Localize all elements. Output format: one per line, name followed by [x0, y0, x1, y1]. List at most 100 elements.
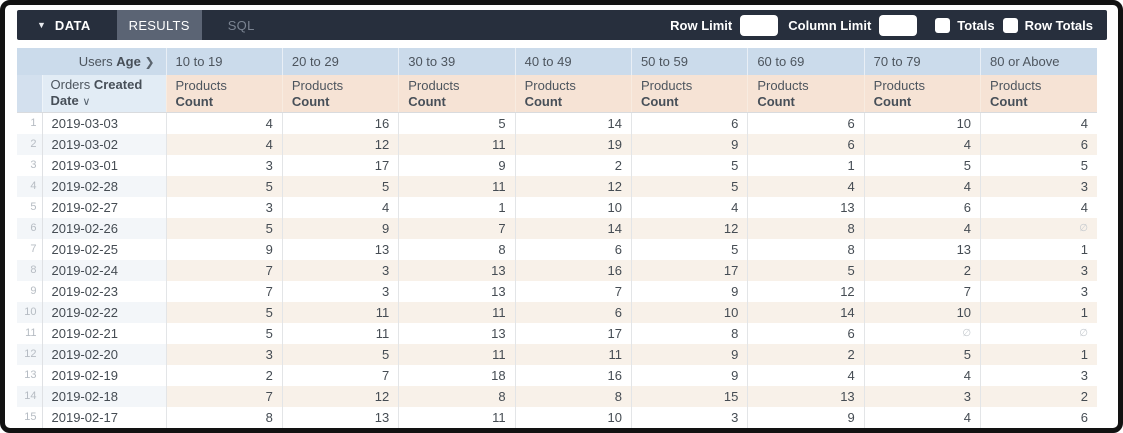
- tab-results[interactable]: RESULTS: [116, 10, 202, 40]
- measure-header[interactable]: Products Count: [514, 75, 632, 113]
- value-cell[interactable]: 9: [747, 406, 865, 428]
- value-cell[interactable]: 4: [980, 112, 1097, 134]
- date-cell[interactable]: 2019-02-26: [42, 217, 167, 239]
- value-cell[interactable]: 2: [165, 364, 283, 386]
- value-cell[interactable]: 4: [863, 217, 981, 239]
- date-cell[interactable]: 2019-02-22: [42, 301, 167, 323]
- value-cell[interactable]: 11: [281, 301, 399, 323]
- date-cell[interactable]: 2019-02-23: [51, 283, 119, 299]
- value-cell[interactable]: 7: [165, 385, 283, 407]
- value-cell[interactable]: 9: [165, 238, 283, 260]
- value-cell[interactable]: 3: [165, 196, 283, 218]
- value-cell[interactable]: 8: [398, 238, 516, 260]
- value-cell[interactable]: 7: [398, 217, 516, 239]
- value-cell[interactable]: 3: [980, 280, 1097, 302]
- value-cell[interactable]: 7: [863, 280, 981, 302]
- value-cell[interactable]: 4: [630, 196, 748, 218]
- value-cell[interactable]: 9: [281, 217, 399, 239]
- value-cell[interactable]: 3: [165, 343, 283, 365]
- value-cell[interactable]: 13: [747, 196, 865, 218]
- measure-header[interactable]: Products Count: [165, 75, 283, 113]
- value-cell[interactable]: 2: [863, 259, 981, 281]
- value-cell[interactable]: 13: [398, 280, 516, 302]
- value-cell[interactable]: 9: [630, 364, 748, 386]
- value-cell[interactable]: 13: [281, 238, 399, 260]
- value-cell[interactable]: 12: [281, 133, 399, 155]
- value-cell[interactable]: 3: [165, 154, 283, 176]
- value-cell[interactable]: 5: [863, 343, 981, 365]
- value-cell[interactable]: 8: [514, 385, 632, 407]
- date-cell[interactable]: 2019-03-03: [51, 115, 119, 131]
- value-cell[interactable]: 12: [514, 175, 632, 197]
- value-cell[interactable]: 5: [398, 112, 516, 134]
- totals-checkbox[interactable]: [935, 17, 951, 33]
- value-cell[interactable]: 16: [514, 259, 632, 281]
- date-cell[interactable]: 2019-02-25: [51, 241, 119, 257]
- value-cell[interactable]: 18: [398, 364, 516, 386]
- value-cell[interactable]: 4: [165, 133, 283, 155]
- value-cell[interactable]: 10: [514, 196, 632, 218]
- value-cell[interactable]: 3: [281, 280, 399, 302]
- value-cell[interactable]: 10: [630, 301, 748, 323]
- value-cell[interactable]: 4: [747, 364, 865, 386]
- value-cell[interactable]: 1: [980, 343, 1097, 365]
- value-cell[interactable]: 13: [281, 406, 399, 428]
- value-cell[interactable]: ∅: [980, 322, 1097, 344]
- value-cell[interactable]: 8: [398, 385, 516, 407]
- value-cell[interactable]: 8: [165, 406, 283, 428]
- value-cell[interactable]: 11: [398, 133, 516, 155]
- value-cell[interactable]: 5: [165, 175, 283, 197]
- value-cell[interactable]: 5: [630, 238, 748, 260]
- value-cell[interactable]: 5: [747, 259, 865, 281]
- value-cell[interactable]: 8: [747, 217, 865, 239]
- column-limit-input[interactable]: [879, 14, 918, 36]
- value-cell[interactable]: 14: [514, 217, 632, 239]
- value-cell[interactable]: 10: [863, 112, 981, 134]
- value-cell[interactable]: 15: [630, 385, 748, 407]
- value-cell[interactable]: 6: [747, 133, 865, 155]
- value-cell[interactable]: 11: [514, 343, 632, 365]
- value-cell[interactable]: 5: [630, 175, 748, 197]
- value-cell[interactable]: 13: [863, 238, 981, 260]
- value-cell[interactable]: 14: [747, 301, 865, 323]
- value-cell[interactable]: 17: [630, 259, 748, 281]
- value-cell[interactable]: 2: [747, 343, 865, 365]
- value-cell[interactable]: 4: [863, 364, 981, 386]
- value-cell[interactable]: 8: [630, 322, 748, 344]
- date-cell[interactable]: 2019-03-01: [51, 157, 119, 173]
- value-cell[interactable]: 11: [398, 301, 516, 323]
- row-limit-input[interactable]: [740, 14, 779, 36]
- value-cell[interactable]: 13: [747, 385, 865, 407]
- value-cell[interactable]: 8: [747, 238, 865, 260]
- value-cell[interactable]: 4: [281, 196, 399, 218]
- value-cell[interactable]: 4: [863, 133, 981, 155]
- data-section-toggle[interactable]: ▼ DATA: [17, 10, 117, 40]
- value-cell[interactable]: 19: [514, 133, 632, 155]
- value-cell[interactable]: 6: [863, 196, 981, 218]
- measure-header[interactable]: Products Count: [398, 75, 516, 113]
- value-cell[interactable]: 2: [514, 154, 632, 176]
- value-cell[interactable]: 6: [514, 238, 632, 260]
- row-totals-checkbox[interactable]: [1002, 17, 1018, 33]
- measure-header[interactable]: Products Count: [747, 75, 865, 113]
- value-cell[interactable]: 16: [281, 112, 399, 134]
- value-cell[interactable]: 7: [281, 364, 399, 386]
- value-cell[interactable]: ∅: [980, 217, 1097, 239]
- measure-header[interactable]: Products Count: [630, 75, 748, 113]
- value-cell[interactable]: 10: [863, 301, 981, 323]
- value-cell[interactable]: 6: [514, 301, 632, 323]
- value-cell[interactable]: 6: [747, 112, 865, 134]
- value-cell[interactable]: 7: [165, 280, 283, 302]
- value-cell[interactable]: 1: [398, 196, 516, 218]
- value-cell[interactable]: 16: [514, 364, 632, 386]
- row-field-header[interactable]: Orders Created Date ∨: [41, 75, 167, 113]
- value-cell[interactable]: 3: [980, 175, 1097, 197]
- value-cell[interactable]: 4: [863, 406, 981, 428]
- value-cell[interactable]: 4: [980, 196, 1097, 218]
- value-cell[interactable]: 10: [514, 406, 632, 428]
- value-cell[interactable]: 5: [281, 175, 399, 197]
- value-cell[interactable]: 3: [980, 364, 1097, 386]
- value-cell[interactable]: ∅: [863, 322, 981, 344]
- value-cell[interactable]: 4: [863, 175, 981, 197]
- value-cell[interactable]: 3: [980, 259, 1097, 281]
